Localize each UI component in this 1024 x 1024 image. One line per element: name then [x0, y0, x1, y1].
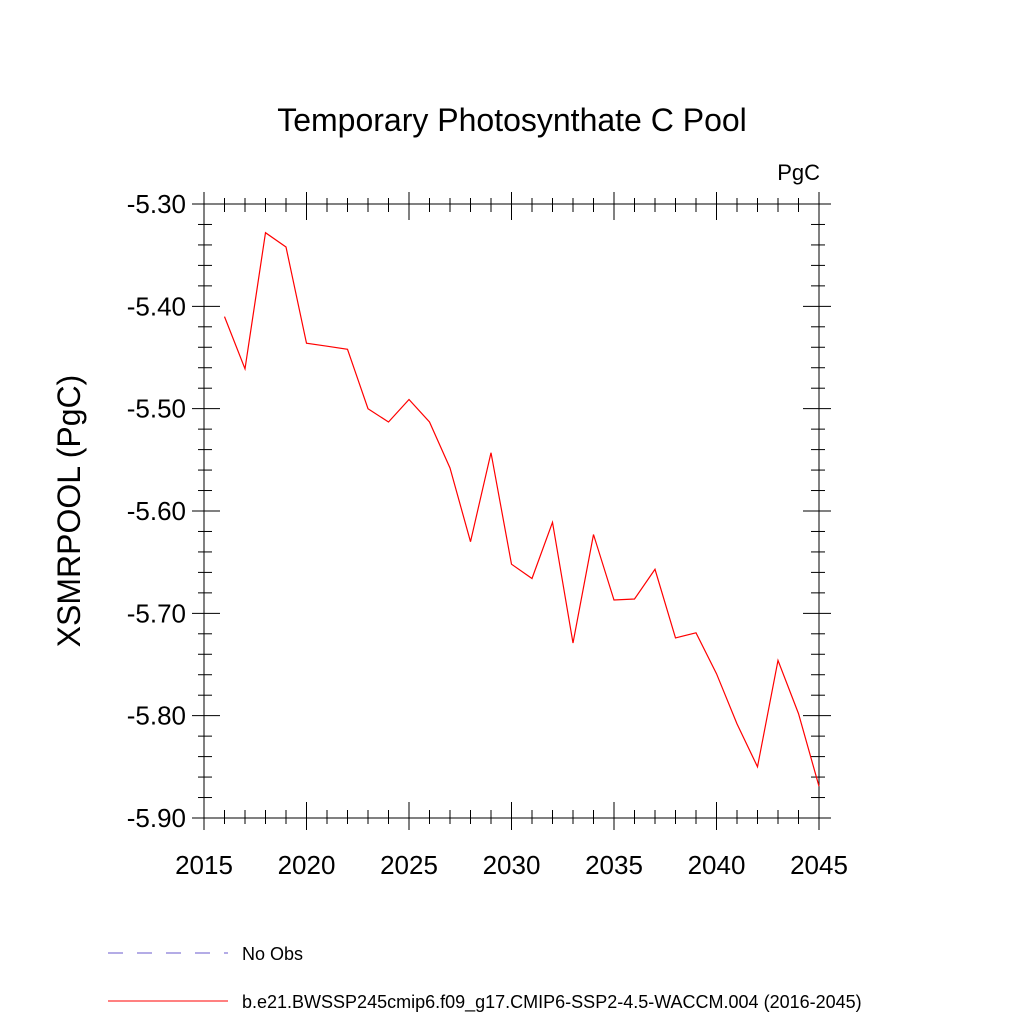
y-tick-label: -5.60: [127, 496, 186, 526]
series-layer: [223, 231, 820, 787]
plot-frame: [203, 203, 820, 819]
legend-label: No Obs: [242, 944, 303, 964]
y-tick-label: -5.50: [127, 394, 186, 424]
axis-ticks: [192, 192, 831, 830]
legend-label: b.e21.BWSSP245cmip6.f09_g17.CMIP6-SSP2-4…: [242, 992, 862, 1013]
chart-title: Temporary Photosynthate C Pool: [277, 102, 747, 138]
y-tick-label: -5.70: [127, 598, 186, 628]
y-tick-label: -5.30: [127, 189, 186, 219]
x-tick-label: 2020: [278, 850, 336, 880]
legend: No Obs b.e21.BWSSP245cmip6.f09_g17.CMIP6-…: [108, 944, 862, 1013]
y-tick-label: -5.80: [127, 701, 186, 731]
x-tick-label: 2025: [380, 850, 438, 880]
units-label: PgC: [777, 160, 820, 185]
x-tick-label: 2045: [790, 850, 848, 880]
tick-labels: -5.30 -5.40 -5.50 -5.60 -5.70 -5.80 -5.90 2015 2…: [127, 189, 848, 880]
x-tick-label: 2015: [175, 850, 233, 880]
y-axis-label: XSMRPOOL (PgC): [51, 375, 87, 648]
series-line: [223, 231, 820, 787]
x-tick-label: 2030: [483, 850, 541, 880]
x-tick-label: 2040: [688, 850, 746, 880]
y-tick-label: -5.40: [127, 291, 186, 321]
x-tick-label: 2035: [585, 850, 643, 880]
y-tick-label: -5.90: [127, 803, 186, 833]
